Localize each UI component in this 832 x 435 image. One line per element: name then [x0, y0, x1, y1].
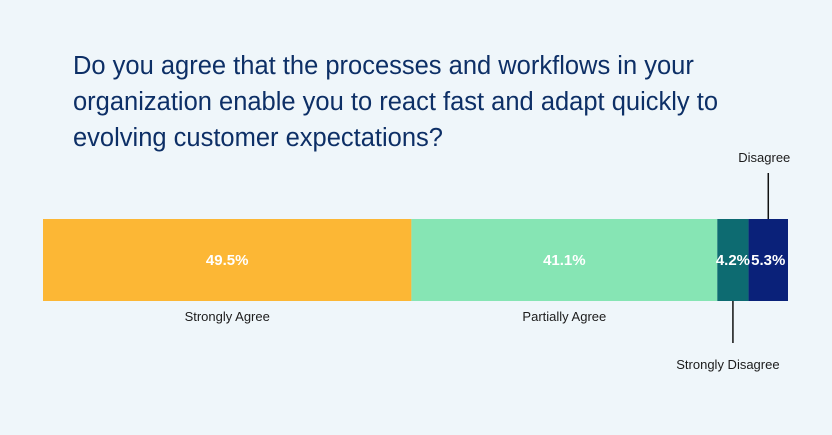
category-labels: Strongly Agree Partially Agree Strongly Di…: [185, 150, 791, 372]
bar-disagree: [748, 219, 788, 301]
value-labels: 49.5% 41.1% 4.2% 5.3%: [206, 252, 785, 269]
value-label-disagree: 5.3%: [751, 252, 785, 269]
bar-segments: [43, 219, 788, 301]
category-label-disagree: Disagree: [738, 150, 790, 165]
value-label-partially-agree: 41.1%: [543, 252, 586, 269]
bar-strongly-disagree: [717, 219, 749, 301]
bar-partially-agree: [411, 219, 718, 301]
value-label-strongly-agree: 49.5%: [206, 252, 249, 269]
chart-title: Do you agree that the processes and work…: [73, 52, 719, 152]
category-label-partially-agree: Partially Agree: [522, 309, 606, 324]
category-label-strongly-disagree: Strongly Disagree: [676, 357, 779, 372]
category-label-strongly-agree: Strongly Agree: [185, 309, 270, 324]
leader-lines: [732, 173, 770, 343]
bar-strongly-agree: [43, 219, 412, 301]
value-label-strongly-disagree: 4.2%: [716, 252, 750, 269]
